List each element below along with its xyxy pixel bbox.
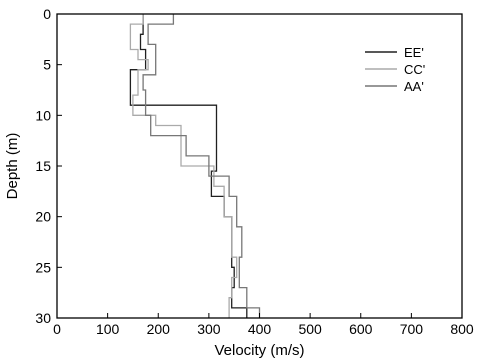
- y-tick-label: 0: [43, 6, 51, 22]
- x-axis-title: Velocity (m/s): [214, 342, 304, 359]
- y-axis-title: Depth (m): [4, 133, 21, 200]
- legend-label: CC': [404, 62, 425, 77]
- legend: EE' CC' AA': [365, 45, 425, 94]
- y-tick-label: 30: [35, 310, 51, 326]
- x-tick-label: 600: [349, 321, 373, 337]
- legend-label: EE': [404, 45, 424, 60]
- series-layer: [129, 14, 261, 318]
- series-line-3: [142, 14, 261, 318]
- y-tick-label: 10: [35, 107, 51, 123]
- x-tick-label: 400: [248, 321, 272, 337]
- x-tick-label: 700: [400, 321, 424, 337]
- series-line-2: [129, 14, 238, 318]
- x-tick-label: 300: [197, 321, 221, 337]
- x-tick-label: 800: [450, 321, 474, 337]
- tick-layer: 0 100 200 300 400 500 600 700 800 0 5 10 15 20 25 30: [35, 6, 473, 337]
- y-tick-label: 5: [43, 57, 51, 73]
- y-tick-label: 25: [35, 259, 51, 275]
- x-tick-label: 0: [53, 321, 61, 337]
- x-tick-label: 500: [298, 321, 322, 337]
- plot-frame: [56, 13, 463, 319]
- legend-label: AA': [404, 79, 424, 94]
- y-tick-label: 20: [35, 209, 51, 225]
- x-tick-label: 200: [147, 321, 171, 337]
- series-line-1: [129, 14, 248, 318]
- y-tick-label: 15: [35, 158, 51, 174]
- x-tick-label: 100: [96, 321, 120, 337]
